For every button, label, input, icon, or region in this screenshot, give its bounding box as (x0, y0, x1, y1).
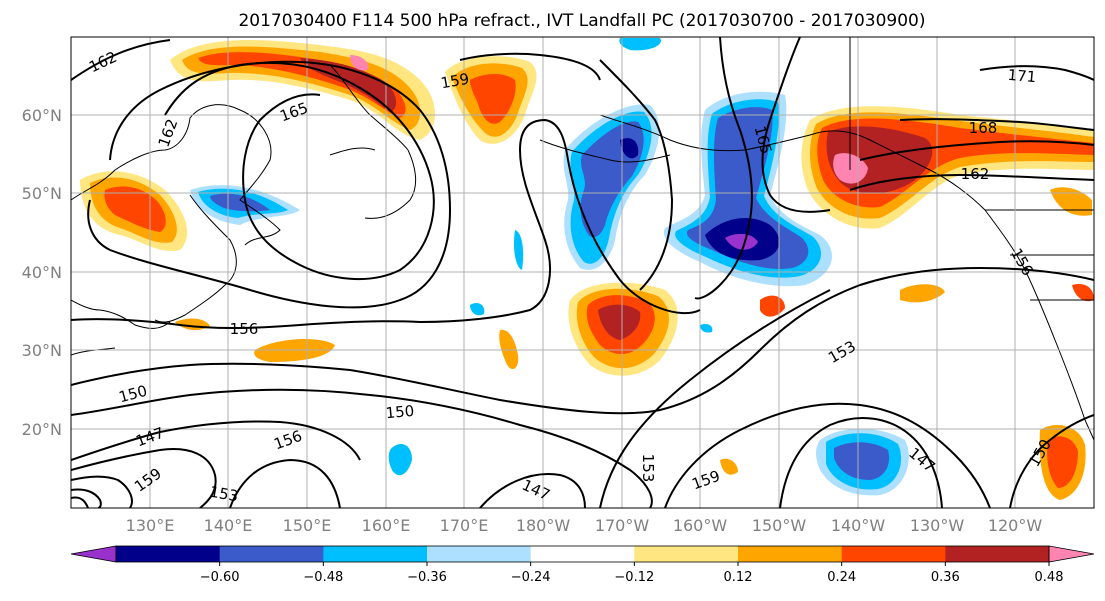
colorbar-tick-label: 0.24 (827, 570, 856, 585)
colorbar-tick-label: −0.48 (303, 570, 343, 585)
colorbar-tick-label: −0.36 (407, 570, 447, 585)
contour-label: 159 (439, 70, 470, 93)
contour-label: 162 (961, 165, 990, 183)
lon-label: 130°W (910, 516, 965, 535)
contour-label: 153 (208, 483, 239, 506)
colorbar-bin (219, 546, 324, 562)
colorbar-extend-low (70, 545, 117, 563)
negative-anomaly-shading (190, 38, 909, 496)
colorbar-outline (115, 545, 1050, 563)
lon-label: 170°E (440, 516, 489, 535)
lat-label: 40°N (22, 263, 62, 282)
lon-label: 160°E (362, 516, 411, 535)
lat-label: 60°N (22, 106, 62, 125)
contour-label: 153 (639, 454, 657, 483)
lat-label: 20°N (22, 420, 62, 439)
colorbar-bin (841, 546, 946, 562)
colorbar-bin (634, 546, 739, 562)
map-frame (70, 36, 1095, 509)
lon-label: 140°E (204, 516, 253, 535)
lon-label: 150°E (283, 516, 332, 535)
colorbar-tick-label: 0.36 (931, 570, 960, 585)
colorbar-tick-label: −0.12 (614, 570, 654, 585)
colorbar-bin (530, 546, 635, 562)
colorbar-tick-label: −0.24 (511, 570, 551, 585)
lon-label: 180°W (516, 516, 571, 535)
latitude-labels: 60°N 50°N 40°N 30°N 20°N (22, 106, 62, 439)
contour-label: 156 (230, 320, 259, 338)
map-title: 2017030400 F114 500 hPa refract., IVT La… (238, 11, 925, 31)
lon-label: 160°W (673, 516, 728, 535)
lat-label: 30°N (22, 341, 62, 360)
lon-label: 130°E (126, 516, 175, 535)
colorbar-bin (323, 546, 428, 562)
colorbar-tick-label: 0.48 (1035, 570, 1064, 585)
lon-label: 120°W (988, 516, 1043, 535)
colorbar-tick-label: 0.12 (724, 570, 753, 585)
lon-label: 150°W (752, 516, 807, 535)
lon-label: 140°W (831, 516, 886, 535)
lon-label: 170°W (595, 516, 650, 535)
contour-label: 168 (969, 119, 998, 137)
colorbar-bin (116, 546, 221, 562)
refractivity-contours (71, 37, 1094, 508)
colorbar-bin (945, 546, 1050, 562)
colorbar: −0.60 −0.48 −0.36 −0.24 −0.12 0.12 0.24 0.36 0.4… (70, 545, 1095, 585)
colorbar-extend-high (1048, 545, 1095, 563)
colorbar-tick-label: −0.60 (200, 570, 240, 585)
contour-label: 171 (1007, 66, 1037, 86)
lat-label: 50°N (22, 184, 62, 203)
colorbar-bin (427, 546, 532, 562)
colorbar-bin (738, 546, 843, 562)
contour-label: 150 (385, 402, 415, 422)
graticule (71, 37, 1094, 508)
longitude-labels: 130°E 140°E 150°E 160°E 170°E 180°W 170°… (126, 516, 1043, 535)
